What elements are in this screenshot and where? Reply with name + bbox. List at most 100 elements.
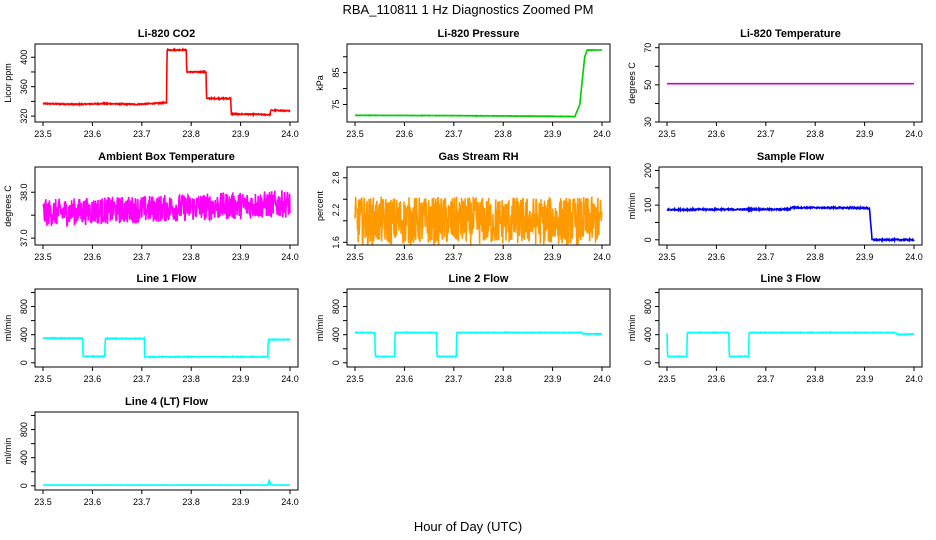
chart-li-820-co2-title: Li-820 CO2 [138, 28, 195, 40]
chart-sample-flow-x-tick-label: 23.5 [658, 252, 676, 262]
chart-line-1-flow-y-axis-label: ml/min [3, 315, 13, 342]
chart-line-4-lt-flow-x-tick-label: 23.7 [133, 497, 151, 507]
chart-line-3-flow-x-tick-label: 24.0 [905, 374, 923, 384]
chart-line-4-lt-flow-y-axis-label: ml/min [3, 438, 13, 465]
chart-line-1-flow-x-tick-label: 23.6 [84, 374, 102, 384]
chart-line-1-flow-series-line [42, 336, 291, 360]
chart-ambient-box-temperature-plot-frame [34, 166, 299, 246]
chart-ambient-box-temperature-x-tick-label: 23.6 [84, 252, 102, 262]
chart-line-2-flow-x-tick-label: 23.6 [396, 374, 414, 384]
chart-li-820-co2-y-tick-label: 400 [19, 50, 29, 65]
chart-li-820-pressure-x-tick-label: 23.6 [396, 129, 414, 139]
chart-line-1-flow: Line 1 Flow 23.5 23.6 23.7 23.8 23.9 24.0 0 400 8… [3, 273, 299, 384]
chart-line-3-flow-series-line [666, 330, 915, 358]
chart-gas-stream-rh-title: Gas Stream RH [438, 151, 518, 163]
chart-line-3-flow-plot-frame [658, 288, 923, 368]
chart-line-2-flow-y-tick-label: 400 [331, 327, 341, 342]
chart-sample-flow: Sample Flow 23.5 23.6 23.7 23.8 23.9 24.0 0 100 2… [627, 151, 923, 262]
chart-sample-flow-y-tick-label: 200 [643, 163, 653, 178]
chart-li-820-co2-x-tick-label: 23.9 [232, 129, 250, 139]
chart-line-2-flow-x-tick-label: 23.5 [346, 374, 364, 384]
chart-li-820-pressure-x-tick-label: 23.8 [494, 129, 512, 139]
chart-line-2-flow-y-tick-label: 800 [331, 299, 341, 314]
chart-line-1-flow-title: Line 1 Flow [137, 273, 197, 285]
figure-title: RBA_110811 1 Hz Diagnostics Zoomed PM [343, 2, 594, 17]
chart-li-820-pressure-x-tick-label: 23.7 [445, 129, 463, 139]
chart-gas-stream-rh-plot-frame [346, 166, 611, 246]
chart-ambient-box-temperature-series-line [42, 190, 291, 228]
chart-line-3-flow-x-tick-label: 23.9 [856, 374, 874, 384]
chart-line-2-flow-x-tick-label: 23.9 [544, 374, 562, 384]
chart-line-3-flow-y-tick-label: 800 [643, 299, 653, 314]
chart-ambient-box-temperature-y-axis-label: degrees C [3, 185, 13, 227]
chart-line-3-flow: Line 3 Flow 23.5 23.6 23.7 23.8 23.9 24.0 0 400 8… [627, 273, 923, 384]
chart-li-820-co2-x-tick-label: 24.0 [281, 129, 299, 139]
panels-container: Li-820 CO2 23.5 23.6 23.7 23.8 23.9 24.0 320 360… [3, 28, 923, 507]
chart-li-820-temperature-y-tick-label: 50 [643, 80, 653, 90]
chart-li-820-co2-series-line [42, 47, 291, 118]
chart-li-820-co2: Li-820 CO2 23.5 23.6 23.7 23.8 23.9 24.0 320 360… [3, 28, 299, 139]
chart-line-1-flow-x-tick-label: 23.5 [34, 374, 52, 384]
chart-li-820-pressure: Li-820 Pressure 23.5 23.6 23.7 23.8 23.9 24.0 7… [315, 28, 611, 139]
chart-line-3-flow-y-tick-label: 400 [643, 327, 653, 342]
chart-li-820-co2-plot-frame [34, 43, 299, 123]
chart-line-4-lt-flow-y-tick-label: 800 [19, 422, 29, 437]
chart-ambient-box-temperature-x-tick-label: 23.9 [232, 252, 250, 262]
chart-line-3-flow-y-axis-label: ml/min [627, 315, 637, 342]
chart-ambient-box-temperature-title: Ambient Box Temperature [98, 151, 235, 163]
chart-li-820-co2-y-axis-label: Licor ppm [3, 63, 13, 103]
chart-li-820-pressure-x-tick-label: 23.9 [544, 129, 562, 139]
chart-line-2-flow-title: Line 2 Flow [449, 273, 509, 285]
chart-sample-flow-x-tick-label: 23.7 [757, 252, 775, 262]
chart-ambient-box-temperature-x-tick-label: 24.0 [281, 252, 299, 262]
chart-line-2-flow-x-tick-label: 24.0 [593, 374, 611, 384]
chart-line-1-flow-x-tick-label: 24.0 [281, 374, 299, 384]
chart-line-4-lt-flow-plot-frame [34, 411, 299, 491]
chart-li-820-pressure-plot-frame [346, 43, 611, 123]
chart-li-820-pressure-title: Li-820 Pressure [438, 28, 520, 40]
chart-ambient-box-temperature-x-tick-label: 23.5 [34, 252, 52, 262]
chart-ambient-box-temperature-x-tick-label: 23.8 [182, 252, 200, 262]
figure-x-axis-title: Hour of Day (UTC) [414, 519, 522, 534]
chart-line-1-flow-x-tick-label: 23.8 [182, 374, 200, 384]
chart-line-1-flow-y-tick-label: 0 [19, 360, 29, 365]
chart-line-2-flow-x-tick-label: 23.7 [445, 374, 463, 384]
chart-line-3-flow-x-tick-label: 23.8 [806, 374, 824, 384]
chart-li-820-temperature: Li-820 Temperature 23.5 23.6 23.7 23.8 23.9 24… [627, 28, 923, 139]
chart-sample-flow-plot-frame [658, 166, 923, 246]
chart-sample-flow-y-tick-label: 100 [643, 198, 653, 213]
chart-line-4-lt-flow-title: Line 4 (LT) Flow [125, 396, 208, 408]
chart-li-820-pressure-series-line [354, 48, 603, 118]
chart-line-4-lt-flow-x-tick-label: 23.8 [182, 497, 200, 507]
chart-line-3-flow-x-tick-label: 23.7 [757, 374, 775, 384]
chart-gas-stream-rh-y-axis-label: percent [315, 190, 325, 221]
chart-ambient-box-temperature-y-tick-label: 37.0 [19, 229, 29, 247]
chart-li-820-temperature-y-tick-label: 30 [643, 117, 653, 127]
chart-gas-stream-rh-x-tick-label: 23.5 [346, 252, 364, 262]
chart-line-1-flow-x-tick-label: 23.9 [232, 374, 250, 384]
chart-gas-stream-rh-y-tick-label: 2.2 [331, 204, 341, 217]
chart-line-2-flow-x-tick-label: 23.8 [494, 374, 512, 384]
chart-line-4-lt-flow-x-tick-label: 23.9 [232, 497, 250, 507]
chart-line-2-flow: Line 2 Flow 23.5 23.6 23.7 23.8 23.9 24.0 0 400 8… [315, 273, 611, 384]
chart-gas-stream-rh-x-tick-label: 23.7 [445, 252, 463, 262]
chart-li-820-co2-y-tick-label: 320 [19, 109, 29, 124]
chart-li-820-temperature-title: Li-820 Temperature [740, 28, 841, 40]
chart-sample-flow-x-tick-label: 23.8 [806, 252, 824, 262]
chart-gas-stream-rh-y-tick-label: 2.8 [331, 172, 341, 185]
chart-ambient-box-temperature: Ambient Box Temperature 23.5 23.6 23.7 23.8 2… [3, 151, 299, 262]
chart-line-1-flow-y-tick-label: 800 [19, 299, 29, 314]
chart-li-820-pressure-y-tick-label: 75 [331, 99, 341, 109]
chart-sample-flow-title: Sample Flow [757, 151, 825, 163]
chart-sample-flow-x-tick-label: 23.6 [708, 252, 726, 262]
chart-li-820-temperature-x-tick-label: 23.9 [856, 129, 874, 139]
chart-sample-flow-y-tick-label: 0 [643, 237, 653, 242]
chart-line-1-flow-plot-frame [34, 288, 299, 368]
chart-li-820-temperature-x-tick-label: 23.5 [658, 129, 676, 139]
chart-gas-stream-rh-x-tick-label: 24.0 [593, 252, 611, 262]
chart-li-820-co2-y-tick-label: 360 [19, 79, 29, 94]
chart-gas-stream-rh-y-tick-label: 1.6 [331, 236, 341, 249]
chart-ambient-box-temperature-x-tick-label: 23.7 [133, 252, 151, 262]
